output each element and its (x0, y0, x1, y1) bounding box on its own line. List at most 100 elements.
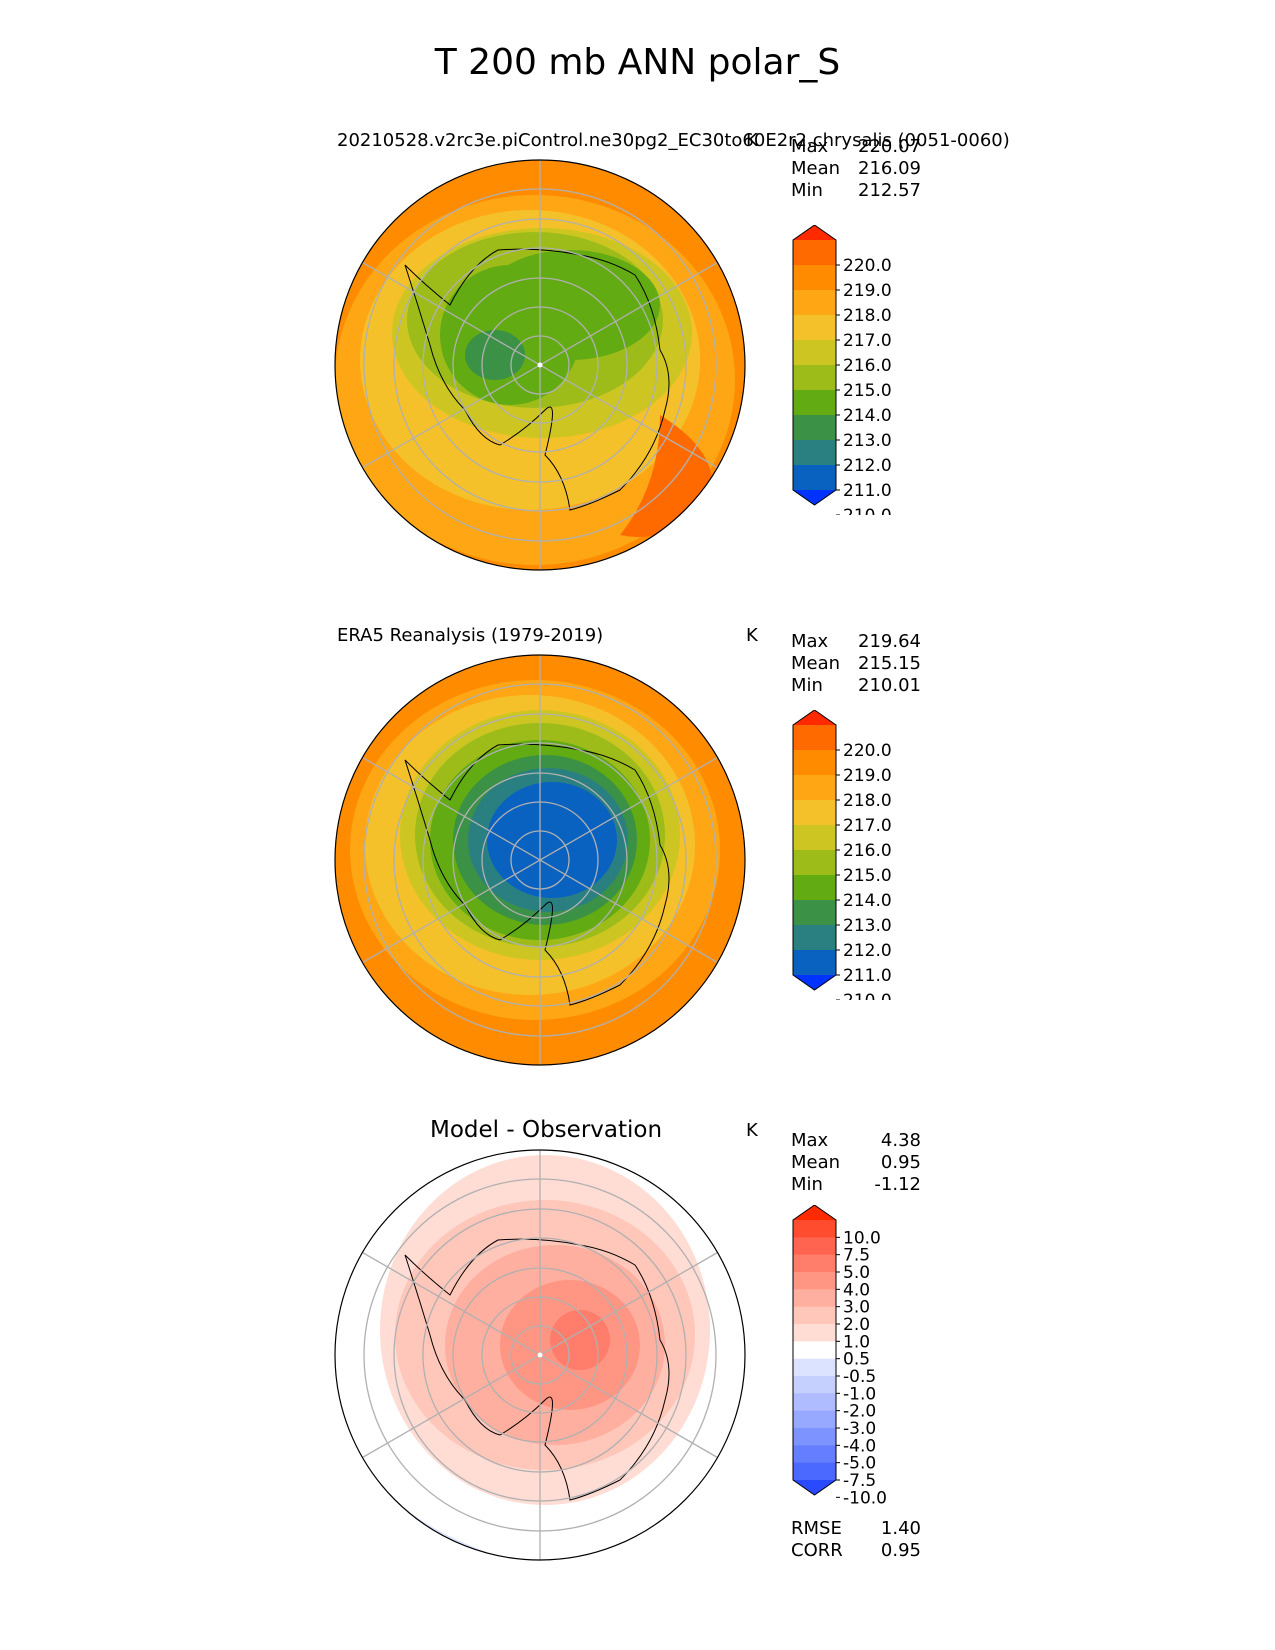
model-colorbar: 220.0 219.0 218.0 217.0 216.0 215.0 214.0 213.0… (792, 225, 892, 515)
model-colorbar-label: 220.0 (843, 256, 892, 276)
model-colorbar-bin (793, 465, 836, 491)
obs-panel-title: ERA5 Reanalysis (1979-2019) (337, 625, 604, 646)
obs-panel: ERA5 Reanalysis (1979-2019) K Max 219.64 … (0, 625, 1275, 1115)
obs-colorbar-bin (793, 900, 836, 926)
diff-colorbar-bin (793, 1428, 836, 1446)
model-colorbar-bin (793, 490, 836, 505)
diff-colorbar-bin (793, 1445, 836, 1464)
model-panel-title: 20210528.v2rc3e.piControl.ne30pg2_EC30to… (337, 130, 1010, 151)
diff-colorbar-label: 5.0 (843, 1263, 870, 1283)
diff-colorbar-bin (793, 1254, 836, 1273)
metric-label: RMSE (791, 1518, 842, 1539)
diff-colorbar-label: -1.0 (843, 1384, 876, 1404)
diff-colorbar-bin (793, 1220, 836, 1238)
diff-stat-max: Max 4.38 (791, 1130, 921, 1152)
diff-colorbar-label: 10.0 (843, 1228, 881, 1248)
model-colorbar-bin (793, 240, 836, 266)
model-colorbar-label: 214.0 (843, 406, 892, 426)
metric-value: 1.40 (880, 1518, 921, 1539)
diff-colorbar-label: -3.0 (843, 1419, 876, 1439)
diff-colorbar-label: 4.0 (843, 1280, 870, 1300)
obs-colorbar-label: 210.0 (843, 991, 892, 1000)
model-stat-min: Min 212.57 (791, 180, 921, 202)
difference-field (550, 1310, 610, 1370)
model-stats: Max 220.07 Mean 216.09 Min 212.57 (791, 136, 921, 202)
diff-metric-rmse: RMSE 1.40 (791, 1518, 921, 1540)
diff-panel: Model - Observation K Max 4.38 Mean 0.95 M… (0, 1117, 1275, 1620)
diff-colorbar-bin (793, 1410, 836, 1429)
obs-colorbar-label: 217.0 (843, 816, 892, 836)
diff-metrics: RMSE 1.40 CORR 0.95 (791, 1518, 921, 1562)
stat-value: -1.12 (874, 1174, 921, 1195)
diff-colorbar-bin (793, 1341, 836, 1360)
stat-value: 0.95 (880, 1152, 921, 1173)
stat-value: 212.57 (858, 180, 921, 201)
obs-colorbar-label: 214.0 (843, 891, 892, 911)
diff-colorbar-label: 3.0 (843, 1298, 870, 1318)
obs-colorbar-bin (793, 710, 836, 725)
obs-colorbar-bin (793, 875, 836, 901)
model-colorbar-bin (793, 390, 836, 416)
obs-colorbar-label: 216.0 (843, 841, 892, 861)
diff-metric-corr: CORR 0.95 (791, 1540, 921, 1562)
obs-colorbar-bin (793, 750, 836, 776)
obs-colorbar-label: 219.0 (843, 766, 892, 786)
obs-colorbar: 220.0 219.0 218.0 217.0 216.0 215.0 214.0 213.0… (792, 710, 892, 1000)
temperature-field (480, 250, 660, 360)
obs-colorbar-bin (793, 825, 836, 851)
stat-label: Min (791, 675, 823, 696)
temperature-field (487, 782, 617, 898)
obs-colorbar-label: 215.0 (843, 866, 892, 886)
diff-colorbar-bin (793, 1289, 836, 1308)
model-colorbar-bin (793, 365, 836, 391)
metric-label: CORR (791, 1540, 843, 1561)
diff-colorbar-bin (793, 1393, 836, 1412)
map-boundary (334, 159, 746, 571)
antarctica-coastline (404, 248, 670, 511)
diff-colorbar-label: -7.5 (843, 1471, 876, 1491)
diff-panel-title: Model - Observation (430, 1117, 663, 1143)
diff-colorbar-label: -10.0 (843, 1488, 887, 1505)
stat-value: 210.01 (858, 675, 921, 696)
map-boundary (334, 1149, 746, 1561)
obs-stat-mean: Mean 215.15 (791, 653, 921, 675)
antarctica-coastline (404, 1238, 670, 1501)
pole-marker (537, 1352, 543, 1358)
model-colorbar-label: 219.0 (843, 281, 892, 301)
obs-colorbar-label: 212.0 (843, 941, 892, 961)
stat-value: 220.07 (858, 136, 921, 157)
model-colorbar-bin (793, 340, 836, 366)
obs-colorbar-label: 218.0 (843, 791, 892, 811)
diff-colorbar-label: -4.0 (843, 1436, 876, 1456)
model-polar-map (334, 159, 746, 571)
diff-colorbar-label: 0.5 (843, 1350, 870, 1370)
diff-stat-mean: Mean 0.95 (791, 1152, 921, 1174)
diff-colorbar-label: -0.5 (843, 1367, 876, 1387)
model-colorbar-bin (793, 265, 836, 291)
obs-colorbar-bin (793, 975, 836, 990)
diff-colorbar-bin (793, 1480, 836, 1495)
model-panel: 20210528.v2rc3e.piControl.ne30pg2_EC30to… (0, 130, 1275, 620)
model-colorbar-label: 215.0 (843, 381, 892, 401)
model-colorbar-label: 213.0 (843, 431, 892, 451)
obs-colorbar-bin (793, 800, 836, 826)
stat-label: Mean (791, 158, 841, 179)
obs-colorbar-bin (793, 725, 836, 751)
obs-colorbar-label: 211.0 (843, 966, 892, 986)
model-colorbar-bin (793, 225, 836, 240)
diff-colorbar-bin (793, 1462, 836, 1481)
model-colorbar-label: 218.0 (843, 306, 892, 326)
obs-colorbar-bin (793, 925, 836, 951)
figure-title: T 200 mb ANN polar_S (434, 42, 841, 83)
diff-colorbar-bin (793, 1205, 836, 1220)
obs-stats: Max 219.64 Mean 215.15 Min 210.01 (791, 631, 921, 697)
diff-stats: Max 4.38 Mean 0.95 Min -1.12 (791, 1130, 921, 1196)
stat-label: Max (791, 1130, 829, 1151)
obs-colorbar-label: 220.0 (843, 741, 892, 761)
model-colorbar-label: 210.0 (843, 506, 892, 515)
stat-value: 215.15 (858, 653, 921, 674)
diff-polar-map (334, 1149, 746, 1561)
diff-colorbar-bin (793, 1237, 836, 1256)
obs-colorbar-bin (793, 850, 836, 876)
graticule (362, 1150, 718, 1560)
